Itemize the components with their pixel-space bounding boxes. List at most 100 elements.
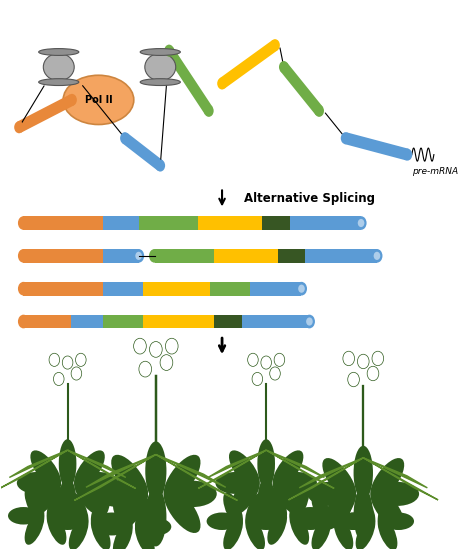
Text: Pol II: Pol II [85,95,112,105]
Circle shape [304,315,315,328]
Ellipse shape [333,516,353,550]
Ellipse shape [223,492,243,526]
Ellipse shape [17,472,57,494]
Polygon shape [17,95,74,133]
Ellipse shape [322,488,356,530]
Circle shape [71,367,82,380]
Ellipse shape [378,516,398,550]
Circle shape [133,338,146,354]
Ellipse shape [223,516,243,550]
Ellipse shape [307,482,351,506]
Circle shape [296,282,307,295]
Ellipse shape [30,450,61,488]
Circle shape [166,338,178,354]
Circle shape [358,219,365,227]
Ellipse shape [371,458,404,500]
Ellipse shape [113,498,133,532]
Ellipse shape [63,75,134,124]
Circle shape [18,282,29,295]
Bar [23,216,103,230]
Ellipse shape [246,516,265,550]
Ellipse shape [25,487,44,521]
Polygon shape [363,458,427,488]
Circle shape [149,249,160,263]
Ellipse shape [113,521,133,550]
Ellipse shape [135,521,155,550]
Polygon shape [166,47,213,114]
Ellipse shape [39,79,79,85]
Polygon shape [122,133,163,170]
Polygon shape [156,454,226,487]
Circle shape [204,105,213,117]
Ellipse shape [267,510,287,545]
Circle shape [67,94,77,106]
Ellipse shape [69,516,88,550]
Circle shape [62,356,73,369]
Ellipse shape [74,450,105,488]
Circle shape [53,372,64,386]
Ellipse shape [371,488,404,530]
Ellipse shape [295,513,326,530]
Ellipse shape [46,487,66,521]
Ellipse shape [339,513,370,530]
Circle shape [358,354,369,368]
Bar [23,249,103,263]
Circle shape [298,284,305,293]
Ellipse shape [251,507,282,525]
Bar [103,216,139,230]
Ellipse shape [277,472,317,494]
Circle shape [372,249,383,263]
Ellipse shape [59,477,76,527]
Bar [71,315,103,328]
Ellipse shape [353,488,373,542]
Polygon shape [156,454,238,500]
Text: Alternative Splicing: Alternative Splicing [244,192,375,205]
Ellipse shape [8,507,39,525]
Ellipse shape [312,516,331,550]
Circle shape [261,356,272,369]
Ellipse shape [169,481,217,507]
Ellipse shape [25,510,44,545]
Ellipse shape [229,450,260,488]
Circle shape [120,132,130,144]
Circle shape [248,353,258,366]
Ellipse shape [272,450,303,488]
Ellipse shape [229,477,260,515]
Polygon shape [345,133,408,161]
Ellipse shape [111,487,148,533]
Ellipse shape [145,441,166,500]
Bar [23,282,103,295]
Polygon shape [299,458,363,488]
Bar [250,282,301,295]
Ellipse shape [339,513,370,530]
Bar [242,315,309,328]
Ellipse shape [59,439,76,488]
Circle shape [356,216,366,230]
Bar [278,249,306,263]
Ellipse shape [135,498,155,532]
Ellipse shape [257,439,275,488]
Circle shape [314,105,324,117]
Circle shape [343,351,354,366]
Polygon shape [9,450,67,477]
Ellipse shape [39,48,79,56]
Bar [143,315,214,328]
Polygon shape [67,450,136,488]
Circle shape [160,355,173,371]
Ellipse shape [140,518,171,536]
Bar [306,249,377,263]
Polygon shape [198,450,266,488]
Polygon shape [266,450,334,488]
Circle shape [279,61,289,73]
Ellipse shape [91,516,111,550]
Circle shape [14,121,24,133]
Ellipse shape [91,492,111,526]
Circle shape [155,160,165,172]
Circle shape [403,148,412,161]
Ellipse shape [30,477,61,515]
Circle shape [306,317,313,326]
Ellipse shape [333,492,353,526]
Ellipse shape [52,507,83,525]
Polygon shape [266,450,325,477]
Polygon shape [288,458,363,500]
